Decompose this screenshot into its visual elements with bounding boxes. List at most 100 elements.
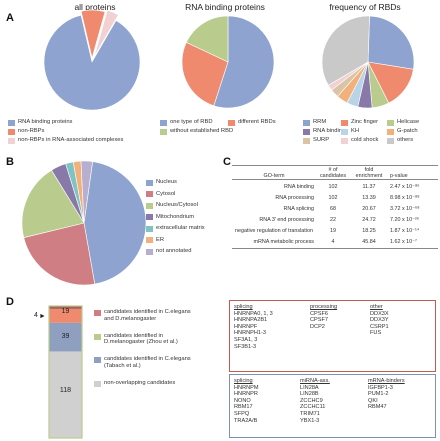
panel-label-a: A <box>6 12 14 24</box>
legend-label: non-overlapping candidates <box>104 379 176 386</box>
swatch <box>341 128 348 135</box>
swatch <box>146 179 153 186</box>
swatch <box>94 380 101 387</box>
gene-item: CSRP1 <box>370 323 389 330</box>
column-heading: mRNA-binders <box>368 378 405 384</box>
pie-localization <box>21 160 147 286</box>
gene-item: TRIM71 <box>300 410 320 417</box>
go-term-table: GO-term # of candidates fold enrichment … <box>232 167 438 249</box>
swatch <box>146 225 153 232</box>
pie-title-rbps: RNA binding proteins <box>185 2 265 12</box>
cell-candidates: 102 <box>328 184 338 190</box>
swatch <box>341 137 348 144</box>
legend-label: Zinc finger <box>351 119 379 125</box>
pie-slice <box>181 42 229 107</box>
cell-candidates: 22 <box>330 217 336 223</box>
legend-item: Nucleus/Cytosol <box>146 200 236 212</box>
pie-slice <box>23 222 96 286</box>
swatch <box>8 128 15 135</box>
legend-label: RRM <box>313 119 327 125</box>
legend-item: without established RBD <box>160 127 300 136</box>
cell-term: RNA processing <box>275 195 314 201</box>
pie-rbps <box>181 15 275 109</box>
arrow-value-label: 4 <box>34 312 38 319</box>
legend-label: Nucleus <box>156 179 177 185</box>
legend-label: one type of RBD <box>170 119 213 125</box>
legend-label: Mitochondrium <box>156 213 195 220</box>
swatch <box>303 137 310 144</box>
cell-term: negative regulation of translation <box>235 228 313 234</box>
legend-label: extracellular matrix <box>156 225 205 231</box>
legend-label: Nucleus/Cytosol <box>156 202 198 208</box>
table-row: RNA binding 102 11.37 2.47 x 10⁻⁸⁶ <box>232 179 438 192</box>
legend-candidates: candidates identified in C.elegans and D… <box>94 309 204 387</box>
gene-item: HNRNPH1-3 <box>234 330 267 337</box>
bar-segment <box>49 306 82 309</box>
gene-box-tabach: splicing HNRNPM HNRNPR NONO RBM17 SFPQ T… <box>229 374 436 438</box>
gene-item: SFPQ <box>234 410 250 417</box>
column-heading: miRNA-ass. <box>300 378 330 384</box>
gene-column: splicing HNRNPM HNRNPR NONO RBM17 SFPQ T… <box>234 378 259 424</box>
legend-row: SURP cold shock others <box>303 136 438 145</box>
pie-slice <box>185 15 229 63</box>
swatch <box>8 119 15 126</box>
swatch <box>94 357 101 364</box>
cell-candidates: 19 <box>330 228 336 234</box>
cell-fold: 18.25 <box>362 228 376 234</box>
cell-candidates: 4 <box>331 239 335 245</box>
swatch <box>146 214 153 221</box>
pie-rbd-frequency <box>321 15 415 109</box>
column-heading: splicing <box>234 378 253 384</box>
legend-label: KH <box>351 128 360 134</box>
gene-item: TRA2A/B <box>234 417 258 424</box>
swatch <box>146 202 153 209</box>
swatch <box>160 119 167 126</box>
pie-slice <box>83 161 147 285</box>
bar-label-top: 19 <box>61 308 70 315</box>
swatch <box>160 128 167 135</box>
legend-item: ER <box>146 235 236 247</box>
legend-label: candidates identified in C.elegans and D… <box>104 309 191 322</box>
cell-candidates: 102 <box>328 195 338 201</box>
table-row: RNA processing 102 13.39 8.98 x 10⁻⁸⁸ <box>232 191 438 202</box>
swatch <box>146 191 153 198</box>
header-p-value: p-value <box>390 173 408 179</box>
legend-label: G-patch <box>397 128 418 134</box>
legend-row: RRM Zinc finger Helicase <box>303 118 438 127</box>
gene-item: SF3A1, 3 <box>234 336 258 343</box>
swatch <box>303 128 310 135</box>
pie-title-rbd-frequency: frequency of RBDs <box>329 2 401 12</box>
gene-item: HNRNPA0, 1, 3 <box>234 310 273 317</box>
legend-label: others <box>397 137 414 143</box>
arrow-icon: ► <box>39 313 46 320</box>
legend-row: RNA binding KH G-patch <box>303 127 438 136</box>
legend-localization: Nucleus Cytosol Nucleus/Cytosol Mitochon… <box>146 177 236 258</box>
gene-item: SF3B1-3 <box>234 343 257 350</box>
gene-item: RBM17 <box>234 404 253 411</box>
pie-slice <box>213 15 275 109</box>
gene-item: HNRNPF <box>234 323 258 330</box>
swatch <box>387 128 394 135</box>
swatch <box>303 119 310 126</box>
cell-candidates: 68 <box>330 206 336 212</box>
cell-pvalue: 3.72 x 10⁻⁶⁸ <box>390 206 420 212</box>
swatch <box>387 119 394 126</box>
legend-label: cold shock <box>351 137 379 143</box>
legend-all-proteins: RNA binding proteins non-RBPs non-RBPs i… <box>8 118 168 145</box>
gene-item: CPSF6 <box>310 310 329 317</box>
legend-item: Cytosol <box>146 189 236 201</box>
bar-outline <box>48 305 83 439</box>
table-rule-top <box>232 165 438 166</box>
bar-segment <box>49 322 82 352</box>
legend-label: candidates identified in D.melanogaster … <box>104 332 178 346</box>
bar-label-mid: 39 <box>61 333 70 340</box>
bar-label-bottom: 118 <box>59 387 72 394</box>
swatch <box>341 119 348 126</box>
bar-segment <box>49 308 82 323</box>
header-fold-enrichment: fold enrichment <box>355 167 383 179</box>
cell-pvalue: 2.47 x 10⁻⁸⁶ <box>390 184 420 190</box>
legend-item: not annotated <box>146 246 236 258</box>
table-row: RNA splicing 68 20.67 3.72 x 10⁻⁶⁸ <box>232 202 438 213</box>
cell-fold: 13.39 <box>362 195 376 201</box>
